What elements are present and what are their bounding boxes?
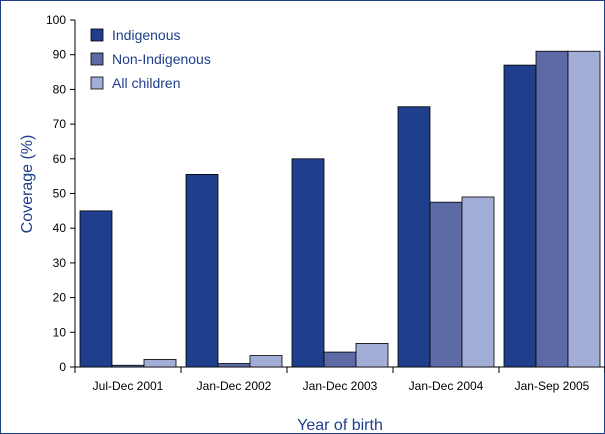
y-tick-label: 60 xyxy=(53,152,67,166)
legend-swatch xyxy=(90,76,104,90)
legend-label: Indigenous xyxy=(112,27,181,43)
bar xyxy=(111,364,145,368)
bar xyxy=(217,363,251,368)
bar xyxy=(323,351,357,368)
bar xyxy=(567,50,601,368)
x-axis-title: Year of birth xyxy=(297,417,383,434)
bars xyxy=(79,50,601,368)
bar xyxy=(143,358,177,368)
y-axis-title: Coverage (%) xyxy=(19,135,36,234)
x-tick-label: Jan-Dec 2004 xyxy=(409,379,484,393)
bar xyxy=(503,64,537,368)
legend-swatch xyxy=(90,28,104,42)
bar xyxy=(397,106,431,368)
bar xyxy=(429,201,463,368)
legend: Indigenous Non-Indigenous All children xyxy=(90,27,211,91)
legend-label: All children xyxy=(112,75,180,91)
legend-label: Non-Indigenous xyxy=(112,51,211,67)
y-tick-label: 40 xyxy=(53,221,67,235)
y-tick-label: 50 xyxy=(53,187,67,201)
bar xyxy=(185,174,219,368)
y-axis: 0 10 20 30 40 50 60 70 80 90 100 xyxy=(46,13,76,374)
y-tick-label: 80 xyxy=(53,82,67,96)
bar xyxy=(291,158,325,368)
x-tick-label: Jul-Dec 2001 xyxy=(93,379,164,393)
y-tick-label: 10 xyxy=(53,325,67,339)
bar xyxy=(249,355,283,368)
y-tick-label: 0 xyxy=(59,360,66,374)
x-tick-label: Jan-Dec 2002 xyxy=(197,379,272,393)
y-tick-label: 100 xyxy=(46,13,66,27)
legend-swatch xyxy=(90,52,104,66)
bar xyxy=(461,196,495,368)
y-tick-label: 70 xyxy=(53,117,67,131)
y-tick-label: 30 xyxy=(53,256,67,270)
y-tick-label: 90 xyxy=(53,48,67,62)
x-tick-label: Jan-Dec 2003 xyxy=(303,379,378,393)
bar xyxy=(535,50,569,368)
bar xyxy=(355,343,389,368)
bar xyxy=(79,210,113,368)
x-tick-label: Jan-Sep 2005 xyxy=(515,379,590,393)
y-tick-label: 20 xyxy=(53,291,67,305)
